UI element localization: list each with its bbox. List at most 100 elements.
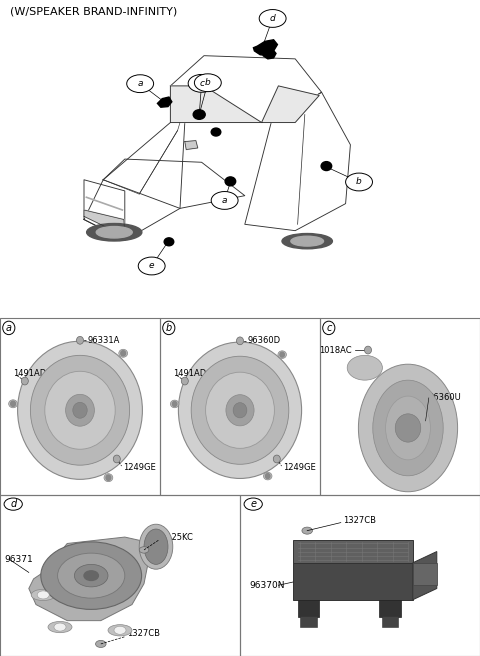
Text: 96360U: 96360U	[429, 394, 462, 402]
Ellipse shape	[282, 234, 332, 249]
Circle shape	[259, 10, 286, 28]
Ellipse shape	[264, 472, 272, 480]
Ellipse shape	[385, 396, 431, 460]
Text: d: d	[10, 499, 16, 509]
Ellipse shape	[291, 236, 324, 246]
Circle shape	[191, 356, 289, 464]
Ellipse shape	[119, 349, 128, 358]
Text: e: e	[250, 499, 256, 509]
Text: 1018AC: 1018AC	[319, 346, 352, 354]
Circle shape	[280, 352, 285, 357]
Bar	[300, 616, 317, 627]
Text: b: b	[356, 178, 362, 186]
Text: a: a	[137, 79, 143, 88]
Circle shape	[41, 542, 142, 609]
Ellipse shape	[104, 474, 113, 482]
Ellipse shape	[144, 529, 168, 564]
Polygon shape	[170, 56, 322, 123]
Text: 1327CB: 1327CB	[127, 629, 160, 638]
Circle shape	[139, 546, 149, 553]
Text: 96331A: 96331A	[88, 336, 120, 345]
Text: c: c	[199, 79, 204, 88]
Circle shape	[37, 591, 49, 599]
Ellipse shape	[139, 524, 173, 569]
Circle shape	[181, 377, 188, 385]
Ellipse shape	[48, 621, 72, 632]
Circle shape	[121, 350, 126, 356]
Polygon shape	[262, 86, 319, 123]
Circle shape	[188, 74, 215, 92]
Ellipse shape	[193, 110, 205, 119]
Polygon shape	[29, 537, 149, 621]
Circle shape	[346, 173, 372, 191]
Circle shape	[244, 498, 262, 510]
Circle shape	[113, 455, 120, 463]
Circle shape	[127, 75, 154, 92]
Polygon shape	[293, 541, 413, 563]
Circle shape	[45, 371, 115, 449]
Circle shape	[364, 346, 372, 354]
Ellipse shape	[359, 364, 457, 492]
Bar	[413, 563, 437, 585]
Text: 1491AD: 1491AD	[13, 369, 46, 379]
Circle shape	[96, 640, 106, 647]
Text: e: e	[149, 262, 155, 270]
Text: 1249GE: 1249GE	[283, 463, 316, 472]
Circle shape	[106, 475, 111, 480]
Ellipse shape	[225, 177, 236, 186]
Text: 96360D: 96360D	[248, 337, 281, 345]
Circle shape	[211, 192, 238, 209]
Ellipse shape	[31, 589, 55, 600]
Circle shape	[66, 394, 95, 426]
Polygon shape	[157, 97, 172, 107]
Circle shape	[76, 337, 84, 344]
Ellipse shape	[170, 400, 179, 408]
Ellipse shape	[108, 625, 132, 636]
Polygon shape	[245, 92, 350, 231]
Circle shape	[205, 372, 275, 448]
Text: 1327CB: 1327CB	[343, 516, 376, 525]
Circle shape	[58, 553, 125, 598]
Polygon shape	[413, 552, 437, 600]
Circle shape	[114, 626, 126, 634]
Polygon shape	[253, 40, 277, 56]
Ellipse shape	[86, 224, 142, 241]
Text: a: a	[222, 196, 228, 205]
Text: (W/SPEAKER BRAND-INFINITY): (W/SPEAKER BRAND-INFINITY)	[10, 7, 177, 16]
Circle shape	[163, 321, 175, 335]
Polygon shape	[185, 140, 198, 150]
Circle shape	[273, 455, 280, 463]
Ellipse shape	[211, 128, 221, 136]
Text: 96371: 96371	[5, 555, 34, 564]
Polygon shape	[263, 49, 276, 59]
Circle shape	[302, 527, 312, 534]
Circle shape	[11, 401, 15, 407]
Circle shape	[323, 321, 335, 335]
Ellipse shape	[164, 238, 174, 246]
Circle shape	[4, 498, 22, 510]
Text: b: b	[166, 323, 172, 333]
Text: 1125KC: 1125KC	[161, 533, 192, 542]
Circle shape	[3, 321, 15, 335]
Circle shape	[194, 74, 221, 92]
Circle shape	[138, 257, 165, 275]
Text: d: d	[270, 14, 276, 23]
Polygon shape	[170, 86, 262, 123]
Circle shape	[54, 623, 66, 631]
Bar	[298, 600, 319, 617]
Circle shape	[18, 341, 143, 480]
Text: b: b	[205, 78, 211, 87]
Circle shape	[84, 571, 98, 581]
Ellipse shape	[321, 161, 332, 171]
Ellipse shape	[347, 356, 383, 380]
Ellipse shape	[278, 351, 287, 358]
Text: c: c	[326, 323, 332, 333]
Text: 1249GE: 1249GE	[123, 463, 156, 472]
Polygon shape	[103, 159, 245, 209]
Ellipse shape	[373, 380, 443, 476]
Ellipse shape	[96, 226, 132, 238]
Polygon shape	[84, 123, 185, 240]
Bar	[379, 600, 401, 617]
Polygon shape	[293, 563, 413, 600]
Circle shape	[265, 474, 270, 479]
